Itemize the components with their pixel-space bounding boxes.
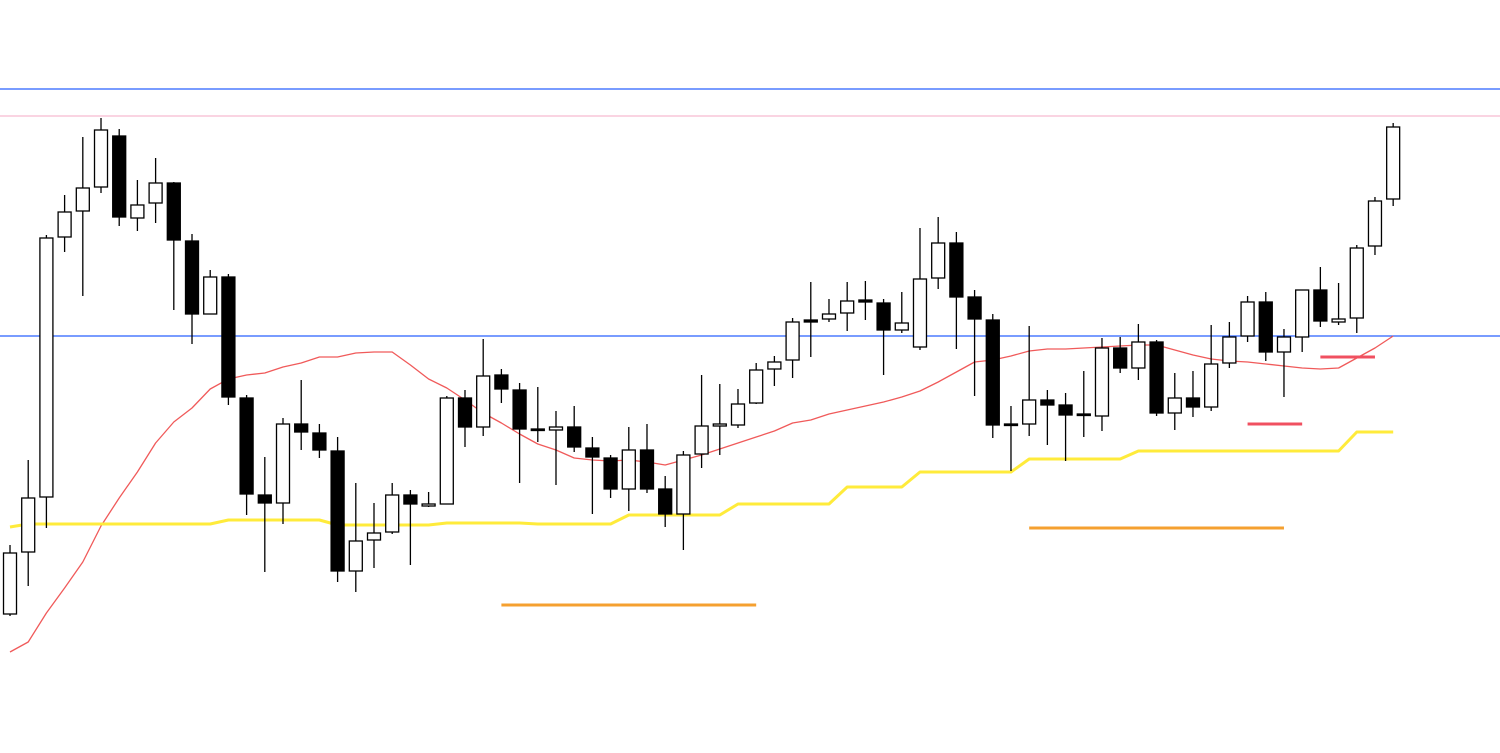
bull-candle [148, 182, 163, 204]
bull-candle [931, 242, 946, 279]
bear-candle [1185, 397, 1201, 408]
bull-candle [1204, 363, 1219, 408]
bull-candle [621, 449, 636, 490]
bear-candle [1040, 399, 1055, 406]
bull-candle [1276, 336, 1292, 353]
bear-candle [1149, 341, 1164, 414]
bull-candle [203, 276, 218, 315]
bear-candle [330, 450, 345, 572]
bear-candle [1076, 413, 1091, 417]
bear-candle [457, 397, 473, 428]
bear-candle [239, 397, 254, 495]
bull-candle [348, 540, 363, 572]
bull-candle [439, 397, 454, 505]
bull-candle [767, 361, 782, 370]
bear-candle [1003, 423, 1019, 427]
bear-candle [876, 302, 891, 331]
bull-candle [1240, 301, 1255, 337]
bull-candle [75, 187, 90, 212]
bull-candle [421, 503, 436, 507]
bear-candle [403, 494, 418, 505]
bull-candle [785, 321, 800, 361]
bear-candle [603, 457, 618, 490]
bull-candle [840, 300, 855, 314]
bull-candle [57, 211, 72, 238]
bull-candle [21, 497, 36, 553]
bear-candle [512, 389, 527, 430]
bear-candle [803, 319, 818, 323]
bear-candle [184, 240, 200, 315]
bull-candle [712, 423, 727, 427]
bull-candle [730, 403, 746, 426]
bull-candle [275, 423, 291, 504]
support-line [9, 430, 1394, 529]
bear-candle [985, 319, 1000, 426]
bear-candle [1058, 404, 1073, 416]
bull-candle [749, 369, 764, 404]
bull-candle [1022, 399, 1037, 425]
bull-candle [1131, 341, 1146, 369]
bear-candle [494, 374, 509, 390]
bear-candle [585, 447, 600, 458]
bull-candle [130, 204, 145, 219]
bear-candle [858, 299, 873, 303]
bull-candle [1331, 318, 1346, 323]
bear-candle [1113, 347, 1128, 369]
bull-candle [1367, 200, 1383, 247]
bull-candle [476, 375, 491, 428]
bear-candle [658, 488, 673, 515]
bear-candle [112, 135, 127, 218]
bear-candle [257, 494, 272, 504]
bull-candle [93, 129, 109, 188]
bull-candle [821, 313, 837, 320]
bear-candle [949, 242, 964, 298]
bull-candle [366, 532, 382, 541]
bull-candle [1222, 336, 1237, 364]
bear-candle [967, 296, 982, 320]
bear-candle [312, 432, 327, 451]
bull-candle [894, 322, 909, 331]
bull-candle [1349, 247, 1364, 319]
bear-candle [166, 182, 181, 241]
bear-candle [530, 428, 545, 432]
bull-candle [1295, 289, 1310, 338]
bear-candle [1258, 301, 1273, 353]
bull-candle [548, 426, 564, 431]
bear-candle [221, 276, 236, 398]
bear-candle [567, 426, 582, 448]
bear-candle [639, 449, 655, 490]
bull-candle [1167, 397, 1182, 414]
bull-candle [676, 454, 691, 515]
bull-candle [385, 494, 400, 533]
bull-candle [694, 425, 709, 455]
bull-candle [1094, 347, 1110, 417]
bull-candle [912, 278, 928, 348]
bull-candle [39, 237, 54, 498]
bull-candle [1386, 126, 1401, 200]
bear-candle [1313, 289, 1328, 322]
bear-candle [294, 423, 309, 433]
bull-candle [2, 552, 18, 615]
